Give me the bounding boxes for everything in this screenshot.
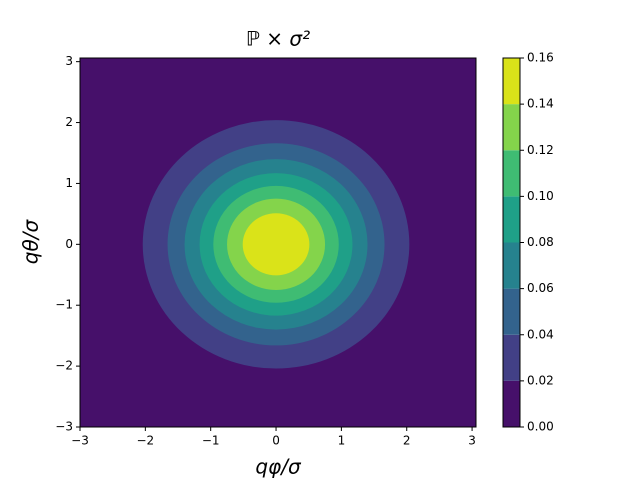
- plot-frame: [79, 57, 477, 428]
- x-tick-label: −2: [136, 434, 154, 448]
- colorbar-tick-label: 0.00: [527, 420, 554, 434]
- y-tick-label: 3: [65, 54, 73, 68]
- x-tick-label: 3: [468, 434, 476, 448]
- y-tick-label: 1: [65, 176, 73, 190]
- chart-title: ℙ × σ²: [246, 27, 310, 51]
- y-tick-label: −1: [55, 298, 73, 312]
- colorbar-tick-label: 0.06: [527, 281, 554, 295]
- x-axis-label: qφ/σ: [255, 455, 302, 479]
- colorbar-band: [503, 380, 520, 427]
- x-tick-label: −3: [71, 434, 89, 448]
- colorbar-tick-label: 0.04: [527, 327, 554, 341]
- colorbar-band: [503, 104, 520, 151]
- y-axis-label: qθ/σ: [19, 219, 43, 265]
- x-tick-label: 1: [338, 434, 346, 448]
- colorbar-band: [503, 150, 520, 197]
- colorbar-tick-label: 0.12: [527, 143, 554, 157]
- colorbar-band: [503, 196, 520, 243]
- colorbar-band: [503, 242, 520, 289]
- x-tick-label: 0: [272, 434, 280, 448]
- y-tick-label: −2: [55, 359, 73, 373]
- colorbar-band: [503, 334, 520, 381]
- y-tick-label: 2: [65, 115, 73, 129]
- colorbar-tick-label: 0.14: [527, 97, 554, 111]
- colorbar-tick-label: 0.08: [527, 235, 554, 249]
- colorbar-tick-label: 0.02: [527, 373, 554, 387]
- y-tick-label: −3: [55, 420, 73, 434]
- colorbar-tick-label: 0.16: [527, 51, 554, 65]
- x-tick-label: −1: [202, 434, 220, 448]
- x-tick-label: 2: [403, 434, 411, 448]
- colorbar-band: [503, 288, 520, 335]
- y-tick-label: 0: [65, 237, 73, 251]
- contour-band: [242, 213, 310, 276]
- colorbar-band: [503, 58, 520, 105]
- colorbar-tick-label: 0.10: [527, 189, 554, 203]
